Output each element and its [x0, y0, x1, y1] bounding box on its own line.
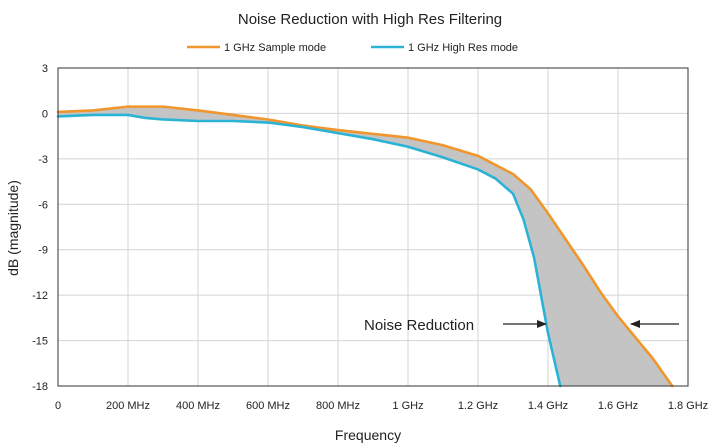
x-tick-label: 400 MHz [176, 400, 220, 412]
x-tick-label: 800 MHz [316, 400, 360, 412]
x-tick-label: 1.6 GHz [598, 400, 638, 412]
x-tick-label: 0 [55, 400, 61, 412]
y-axis-label: dB (magnitude) [5, 180, 21, 276]
plot-frame [57, 67, 689, 387]
x-tick-label: 600 MHz [246, 400, 290, 412]
y-tick-label: -3 [38, 154, 48, 166]
y-tick-label: -6 [38, 199, 48, 211]
y-tick-labels: 3 0 -3 -6 -9 -12 -15 -18 [32, 63, 48, 393]
x-tick-label: 200 MHz [106, 400, 150, 412]
x-tick-label: 1.4 GHz [528, 400, 568, 412]
x-tick-label: 1.2 GHz [458, 400, 498, 412]
series-lines [56, 105, 674, 388]
annotation-label: Noise Reduction [364, 317, 474, 334]
y-tick-label: 0 [42, 108, 48, 120]
legend-label-sample: 1 GHz Sample mode [224, 42, 326, 54]
x-tick-label: 1 GHz [392, 400, 423, 412]
y-tick-label: -9 [38, 245, 48, 257]
x-axis-label: Frequency [335, 427, 401, 443]
series-line-sample-mode [56, 105, 674, 388]
legend-label-highres: 1 GHz High Res mode [408, 42, 518, 54]
chart-title: Noise Reduction with High Res Filtering [238, 11, 502, 28]
annotation: Noise Reduction [364, 317, 679, 334]
noise-reduction-area [57, 106, 673, 387]
y-tick-label: -18 [32, 381, 48, 393]
y-tick-label: -15 [32, 336, 48, 348]
y-tick-label: -12 [32, 290, 48, 302]
y-tick-label: 3 [42, 63, 48, 75]
x-tick-labels: 0 200 MHz 400 MHz 600 MHz 800 MHz 1 GHz 1.2 GH… [55, 400, 708, 412]
series-line-high-res-mode [56, 113, 562, 388]
legend: 1 GHz Sample mode 1 GHz High Res mode [187, 42, 518, 54]
x-tick-label: 1.8 GHz [668, 400, 708, 412]
